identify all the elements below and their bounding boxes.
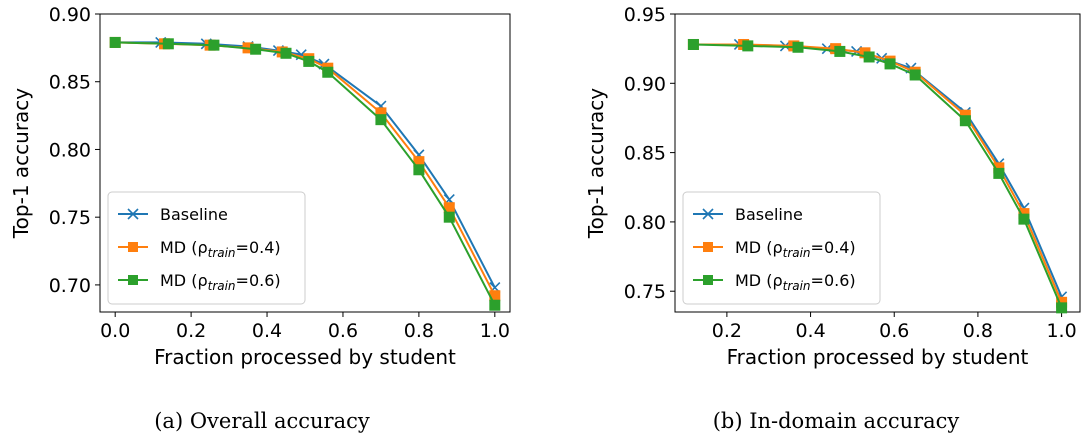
y-tick-label: 0.75 [49, 207, 91, 229]
data-point [303, 55, 315, 67]
y-axis-label: Top-1 accuracy [584, 88, 608, 239]
plot-frame [99, 13, 511, 313]
data-point [884, 58, 896, 70]
legend-marker [703, 242, 713, 252]
plot-frame [674, 13, 1081, 313]
y-tick-label: 0.90 [49, 4, 91, 26]
legend-marker [702, 208, 714, 220]
x-tick-label: 0.2 [712, 320, 742, 342]
y-tick-label: 0.85 [624, 143, 666, 165]
y-tick-label: 0.85 [49, 72, 91, 94]
data-point [443, 211, 455, 223]
legend-label-main: Baseline [160, 205, 228, 224]
legend-label: MD (ρtrain=0.6) [160, 271, 281, 293]
figure-caption: (a) Overall accuracy [154, 409, 370, 433]
legend-label-subscript: train [783, 279, 811, 293]
legend-marker [703, 275, 713, 285]
legend-label-value: =0.6) [811, 271, 856, 290]
legend-label-main: MD (ρ [735, 271, 783, 290]
data-point [413, 164, 425, 176]
data-point [375, 114, 387, 126]
x-axis-label: Fraction processed by student [727, 345, 1029, 369]
legend-label-value: =0.4) [236, 238, 281, 257]
data-point [322, 66, 334, 78]
x-axis-label: Fraction processed by student [154, 345, 456, 369]
figure-caption: (b) In-domain accuracy [713, 409, 960, 433]
legend-label-main: MD (ρ [735, 238, 783, 257]
data-point [909, 69, 921, 81]
legend-entry: Baseline [118, 205, 228, 224]
legend-box [682, 191, 881, 305]
data-point [863, 51, 875, 63]
x-tick-label: 0.4 [252, 320, 282, 342]
legend-label-value: =0.4) [811, 238, 856, 257]
legend-label-main: Baseline [735, 205, 803, 224]
legend-label: MD (ρtrain=0.6) [735, 271, 856, 293]
x-tick-label: 0.8 [963, 320, 993, 342]
x-tick-label: 1.0 [480, 320, 510, 342]
series-md-rho-0-6 [687, 38, 1068, 314]
legend-label: Baseline [160, 205, 228, 224]
x-tick-label: 0.4 [795, 320, 825, 342]
legend-label: MD (ρtrain=0.4) [735, 238, 856, 260]
x-tick-label: 0.8 [404, 320, 434, 342]
x-tick-label: 0.2 [176, 320, 206, 342]
data-point [162, 38, 174, 50]
data-point [959, 115, 971, 127]
chart-panel-a: 0.0 0.2 0.4 0.6 0.8 1.0 0.70 0.75 0.80 0.85 0.90 Fr… [9, 4, 511, 433]
legend-label-subscript: train [783, 246, 811, 260]
legend-label-value: =0.6) [236, 271, 281, 290]
legend-label-subscript: train [208, 246, 236, 260]
y-axis-label: Top-1 accuracy [9, 88, 33, 239]
data-point [993, 167, 1005, 179]
legend-marker [128, 242, 138, 252]
data-point [208, 39, 220, 51]
data-point [109, 36, 121, 48]
y-tick-label: 0.90 [624, 73, 666, 95]
legend-entry: MD (ρtrain=0.6) [118, 271, 281, 293]
legend-entry: MD (ρtrain=0.4) [693, 238, 856, 260]
legend-label-main: MD (ρ [160, 271, 208, 290]
data-point [742, 40, 754, 52]
data-point [489, 299, 501, 311]
y-tick-label: 0.70 [49, 275, 91, 297]
data-point [792, 41, 804, 53]
data-point [687, 38, 699, 50]
x-tick-label: 0.0 [100, 320, 130, 342]
legend-label: MD (ρtrain=0.4) [160, 238, 281, 260]
legend-box [107, 191, 306, 305]
legend-entry: Baseline [693, 205, 803, 224]
legend-marker [128, 275, 138, 285]
legend-label-subscript: train [208, 279, 236, 293]
data-point [834, 45, 846, 57]
y-tick-label: 0.80 [49, 139, 91, 161]
legend-marker [127, 208, 139, 220]
legend-label: Baseline [735, 205, 803, 224]
x-tick-label: 0.6 [879, 320, 909, 342]
series-md-rho-0-6 [109, 36, 501, 311]
data-point [280, 47, 292, 59]
y-tick-label: 0.95 [624, 4, 666, 26]
chart-panel-b: 0.2 0.4 0.6 0.8 1.0 0.75 0.80 0.85 0.90 0.95 Fract… [584, 4, 1081, 433]
y-tick-label: 0.80 [624, 212, 666, 234]
legend-label-main: MD (ρ [160, 238, 208, 257]
x-tick-label: 0.6 [328, 320, 358, 342]
y-tick-label: 0.75 [624, 281, 666, 303]
data-point [1056, 302, 1068, 314]
data-point [1018, 213, 1030, 225]
legend-entry: MD (ρtrain=0.6) [693, 271, 856, 293]
legend-entry: MD (ρtrain=0.4) [118, 238, 281, 260]
x-tick-label: 1.0 [1046, 320, 1076, 342]
data-point [250, 43, 262, 55]
